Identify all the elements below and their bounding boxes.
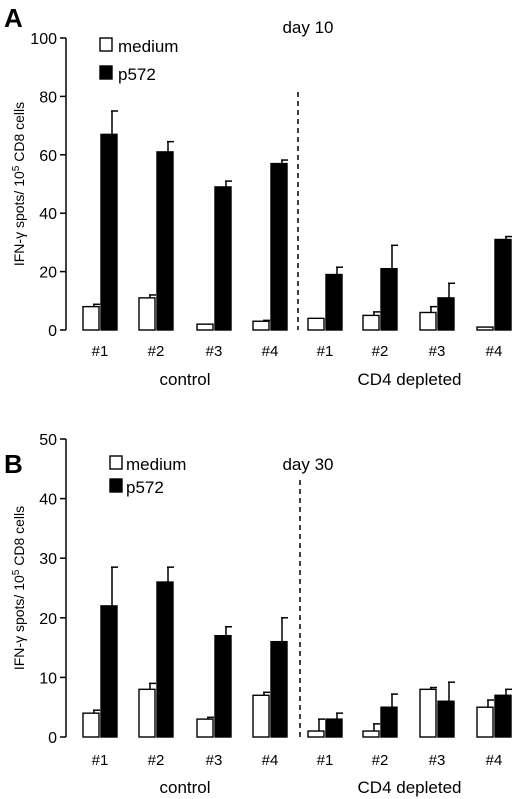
y-tick-label: 0 xyxy=(48,323,57,340)
chart-title: day 10 xyxy=(282,18,333,37)
y-tick-label: 40 xyxy=(39,492,57,509)
bar-p572 xyxy=(214,186,232,331)
category-label: #2 xyxy=(372,343,389,360)
bar-p572 xyxy=(156,581,174,738)
panel-letter: B xyxy=(4,449,23,479)
category-label: #1 xyxy=(92,752,109,769)
legend-swatch-p572 xyxy=(99,65,113,80)
category-label: #3 xyxy=(429,343,446,360)
bar-p572 xyxy=(380,267,398,331)
bar-medium xyxy=(82,712,100,738)
bar-medium xyxy=(252,694,270,738)
bar-medium xyxy=(307,730,325,738)
bar-medium xyxy=(419,311,437,331)
bar-medium xyxy=(476,326,494,331)
y-tick-label: 0 xyxy=(48,730,57,747)
group-label: CD4 depleted xyxy=(358,778,462,797)
chart-title: day 30 xyxy=(282,455,333,474)
bar-p572 xyxy=(494,238,512,331)
bar-p572 xyxy=(325,273,343,331)
category-label: #1 xyxy=(317,752,334,769)
bar-p572 xyxy=(325,718,343,738)
bar-medium xyxy=(138,688,156,738)
bar-p572 xyxy=(156,151,174,331)
bar-p572 xyxy=(437,297,455,331)
y-tick-label: 10 xyxy=(39,670,57,687)
category-label: #3 xyxy=(206,343,223,360)
bar-p572 xyxy=(214,634,232,738)
bar-medium xyxy=(138,297,156,331)
legend-label: medium xyxy=(118,37,178,56)
y-tick-label: 30 xyxy=(39,551,57,568)
legend-swatch-medium xyxy=(99,37,113,52)
bar-p572 xyxy=(270,640,288,738)
category-label: #1 xyxy=(92,343,109,360)
bar-medium xyxy=(419,688,437,738)
bar-p572 xyxy=(100,605,118,738)
bar-medium xyxy=(252,320,270,331)
y-tick-label: 40 xyxy=(39,206,57,223)
y-tick-label: 80 xyxy=(39,89,57,106)
bar-p572 xyxy=(100,133,118,331)
bar-medium xyxy=(196,718,214,738)
bar-medium xyxy=(82,305,100,331)
category-label: #2 xyxy=(148,343,165,360)
y-tick-label: 60 xyxy=(39,148,57,165)
y-axis-label: IFN-γ spots/ 105 CD8 cells xyxy=(11,506,28,670)
group-label: CD4 depleted xyxy=(358,370,462,389)
y-tick-label: 20 xyxy=(39,611,57,628)
bar-medium xyxy=(362,314,380,331)
legend-swatch-medium xyxy=(109,455,123,470)
bar-p572 xyxy=(494,694,512,738)
group-label: control xyxy=(159,370,210,389)
legend-label: p572 xyxy=(126,478,164,497)
bar-medium xyxy=(307,317,325,331)
panel-letter: A xyxy=(4,3,23,33)
category-label: #4 xyxy=(486,343,503,360)
legend-swatch-p572 xyxy=(109,478,123,493)
category-label: #4 xyxy=(262,343,279,360)
y-tick-label: 50 xyxy=(39,432,57,449)
category-label: #4 xyxy=(486,752,503,769)
category-label: #2 xyxy=(372,752,389,769)
category-label: #3 xyxy=(206,752,223,769)
category-label: #2 xyxy=(148,752,165,769)
bar-medium xyxy=(476,706,494,738)
bar-p572 xyxy=(437,700,455,738)
category-label: #3 xyxy=(429,752,446,769)
category-label: #4 xyxy=(262,752,279,769)
y-tick-label: 100 xyxy=(30,31,57,48)
bar-medium xyxy=(362,730,380,738)
group-label: control xyxy=(159,778,210,797)
y-tick-label: 20 xyxy=(39,265,57,282)
legend-label: p572 xyxy=(118,65,156,84)
bar-p572 xyxy=(380,706,398,738)
category-label: #1 xyxy=(317,343,334,360)
y-axis-label: IFN-γ spots/ 105 CD8 cells xyxy=(11,102,28,266)
bar-p572 xyxy=(270,162,288,331)
legend-label: medium xyxy=(126,455,186,474)
bar-medium xyxy=(196,323,214,331)
